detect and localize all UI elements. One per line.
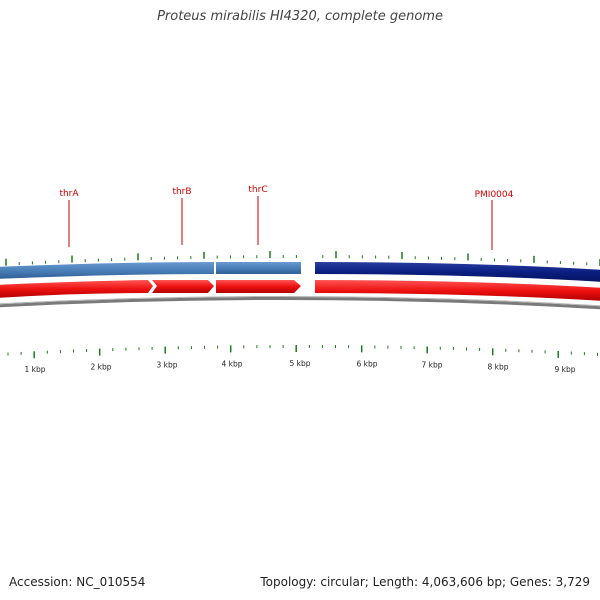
accession-text: Accession: NC_010554 xyxy=(9,575,146,589)
scale-label: 6 kbp xyxy=(356,359,377,368)
cds-arrow-thra xyxy=(0,280,153,298)
map-title: Proteus mirabilis HI4320, complete genom… xyxy=(157,9,443,24)
scale-label: 3 kbp xyxy=(156,361,177,370)
outer-tick-marks xyxy=(5,251,600,266)
scale-label: 7 kbp xyxy=(421,361,442,370)
cds-arrow-thrc xyxy=(216,280,301,293)
gene-block-thra-thrb xyxy=(0,262,214,279)
gene-block-pmi xyxy=(315,262,600,282)
cds-arrow-thrb xyxy=(152,280,214,293)
gene-block-thrc xyxy=(216,262,301,274)
scale-label: 9 kbp xyxy=(554,365,575,374)
scale-label: 5 kbp xyxy=(289,359,310,368)
gene-label-pmi0004: PMI0004 xyxy=(475,190,514,200)
gene-label-thra: thrA xyxy=(59,189,79,199)
cds-arrow-pmi xyxy=(315,280,600,301)
gene-label-thrc: thrC xyxy=(248,185,267,195)
genome-backbone xyxy=(0,296,600,310)
genome-backbone-highlight xyxy=(0,295,600,307)
scale-label: 8 kbp xyxy=(487,362,508,371)
cds-track xyxy=(0,280,600,301)
scale-tick-marks xyxy=(7,345,598,359)
gene-labels: thrA thrB thrC PMI0004 xyxy=(59,185,514,250)
scale-label: 4 kbp xyxy=(221,359,242,368)
forward-gene-track xyxy=(0,262,600,282)
scale-label: 2 kbp xyxy=(90,363,111,372)
genome-summary-text: Topology: circular; Length: 4,063,606 bp… xyxy=(260,575,590,589)
scale-label: 1 kbp xyxy=(24,365,45,374)
scale-labels: 1 kbp 2 kbp 3 kbp 4 kbp 5 kbp 6 kbp 7 kbp 8 kbp… xyxy=(24,359,575,374)
gene-label-thrb: thrB xyxy=(172,187,191,197)
